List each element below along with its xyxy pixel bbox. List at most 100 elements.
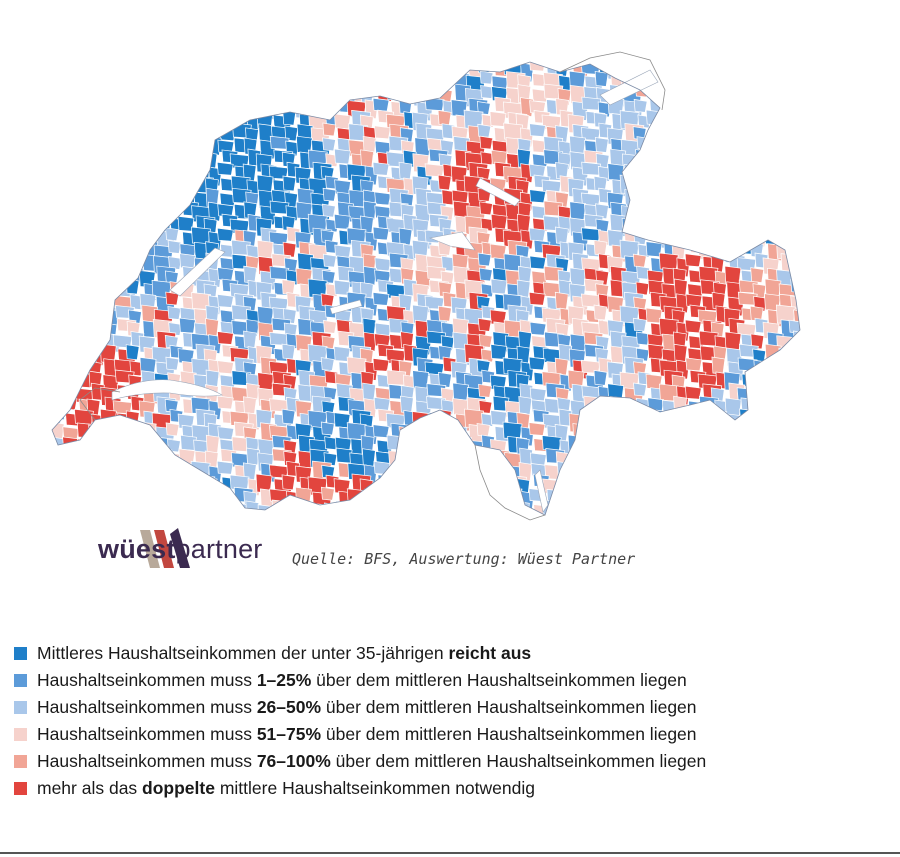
- municipality-cell: [169, 473, 184, 488]
- municipality-cell: [255, 88, 273, 109]
- municipality-cell: [411, 62, 429, 68]
- municipality-cell: [401, 512, 415, 515]
- municipality-cell: [127, 192, 141, 209]
- municipality-cell: [52, 448, 60, 467]
- municipality-cell: [86, 135, 101, 154]
- municipality-cell: [437, 110, 452, 126]
- municipality-cell: [559, 504, 574, 515]
- municipality-cell: [91, 83, 106, 102]
- municipality-cell: [805, 101, 821, 116]
- municipality-cell: [101, 109, 119, 130]
- municipality-cell: [52, 244, 57, 262]
- municipality-cell: [52, 137, 67, 158]
- municipality-cell: [780, 451, 800, 472]
- municipality-cell: [737, 516, 756, 529]
- municipality-cell: [177, 478, 195, 495]
- municipality-cell: [790, 345, 800, 360]
- municipality-cell: [179, 125, 197, 142]
- municipality-cell: [697, 437, 718, 454]
- municipality-cell: [74, 256, 95, 272]
- municipality-cell: [140, 502, 158, 515]
- municipality-cell: [348, 73, 369, 92]
- municipality-cell: [635, 347, 650, 362]
- municipality-cell: [556, 461, 571, 479]
- municipality-cell: [52, 122, 63, 143]
- municipality-cell: [702, 127, 723, 144]
- municipality-cell: [659, 449, 679, 468]
- municipality-cell: [598, 421, 613, 438]
- municipality-cell: [73, 217, 94, 234]
- municipality-cell: [428, 500, 449, 515]
- municipality-cell: [76, 488, 97, 505]
- municipality-cell: [567, 434, 585, 455]
- municipality-cell: [402, 502, 417, 515]
- municipality-cell: [570, 465, 587, 486]
- municipality-cell: [676, 126, 691, 147]
- municipality-cell: [478, 383, 492, 398]
- municipality-cell: [478, 333, 493, 348]
- municipality-cell: [204, 62, 219, 70]
- municipality-cell: [151, 148, 172, 169]
- municipality-cell: [52, 335, 67, 356]
- municipality-cell: [333, 213, 351, 230]
- municipality-cell: [793, 202, 800, 216]
- municipality-cell: [334, 84, 351, 100]
- municipality-cell: [753, 423, 768, 440]
- municipality-cell: [776, 335, 797, 356]
- municipality-cell: [216, 395, 234, 410]
- municipality-cell: [688, 136, 706, 151]
- municipality-cell: [204, 113, 219, 134]
- municipality-cell: [88, 424, 103, 443]
- municipality-cell: [724, 114, 741, 135]
- municipality-cell: [555, 226, 569, 245]
- municipality-cell: [793, 47, 806, 60]
- municipality-cell: [424, 426, 445, 441]
- municipality-cell: [803, 111, 819, 126]
- municipality-cell: [752, 217, 767, 234]
- municipality-cell: [73, 344, 94, 361]
- municipality-cell: [284, 125, 299, 142]
- municipality-cell: [728, 447, 746, 468]
- municipality-cell: [281, 408, 296, 425]
- municipality-cell: [633, 165, 648, 180]
- municipality-cell: [467, 461, 487, 481]
- municipality-cell: [793, 437, 800, 452]
- municipality-cell: [764, 161, 782, 180]
- municipality-cell: [112, 201, 133, 216]
- municipality-cell: [726, 98, 744, 119]
- municipality-cell: [52, 254, 63, 274]
- municipality-cell: [689, 112, 707, 127]
- municipality-cell: [755, 516, 768, 530]
- municipality-cell: [727, 425, 745, 446]
- municipality-cell: [806, 422, 822, 437]
- municipality-cell: [360, 499, 375, 515]
- municipality-cell: [789, 84, 800, 99]
- municipality-cell: [375, 514, 393, 515]
- municipality-cell: [675, 96, 690, 117]
- municipality-cell: [686, 518, 702, 530]
- municipality-cell: [441, 517, 454, 530]
- municipality-cell: [802, 504, 818, 519]
- municipality-cell: [52, 278, 60, 297]
- municipality-cell: [52, 87, 62, 108]
- municipality-cell: [125, 476, 140, 493]
- municipality-cell: [724, 62, 742, 69]
- municipality-cell: [91, 215, 106, 234]
- municipality-cell: [86, 200, 101, 219]
- municipality-cell: [767, 177, 784, 195]
- municipality-cell: [714, 205, 729, 223]
- municipality-cell: [388, 517, 407, 530]
- municipality-cell: [441, 462, 455, 479]
- municipality-cell: [764, 343, 782, 362]
- municipality-cell: [283, 504, 298, 515]
- municipality-cell: [647, 343, 665, 360]
- legend: Mittleres Haushaltseinkommen der unter 3…: [14, 640, 894, 802]
- municipality-cell: [115, 177, 136, 192]
- legend-item: Haushaltseinkommen muss 26–50% über dem …: [14, 694, 894, 721]
- municipality-cell: [217, 75, 235, 90]
- municipality-cell: [52, 438, 56, 457]
- municipality-cell: [389, 62, 410, 76]
- municipality-cell: [763, 86, 781, 105]
- municipality-cell: [281, 87, 296, 104]
- municipality-cell: [179, 253, 196, 270]
